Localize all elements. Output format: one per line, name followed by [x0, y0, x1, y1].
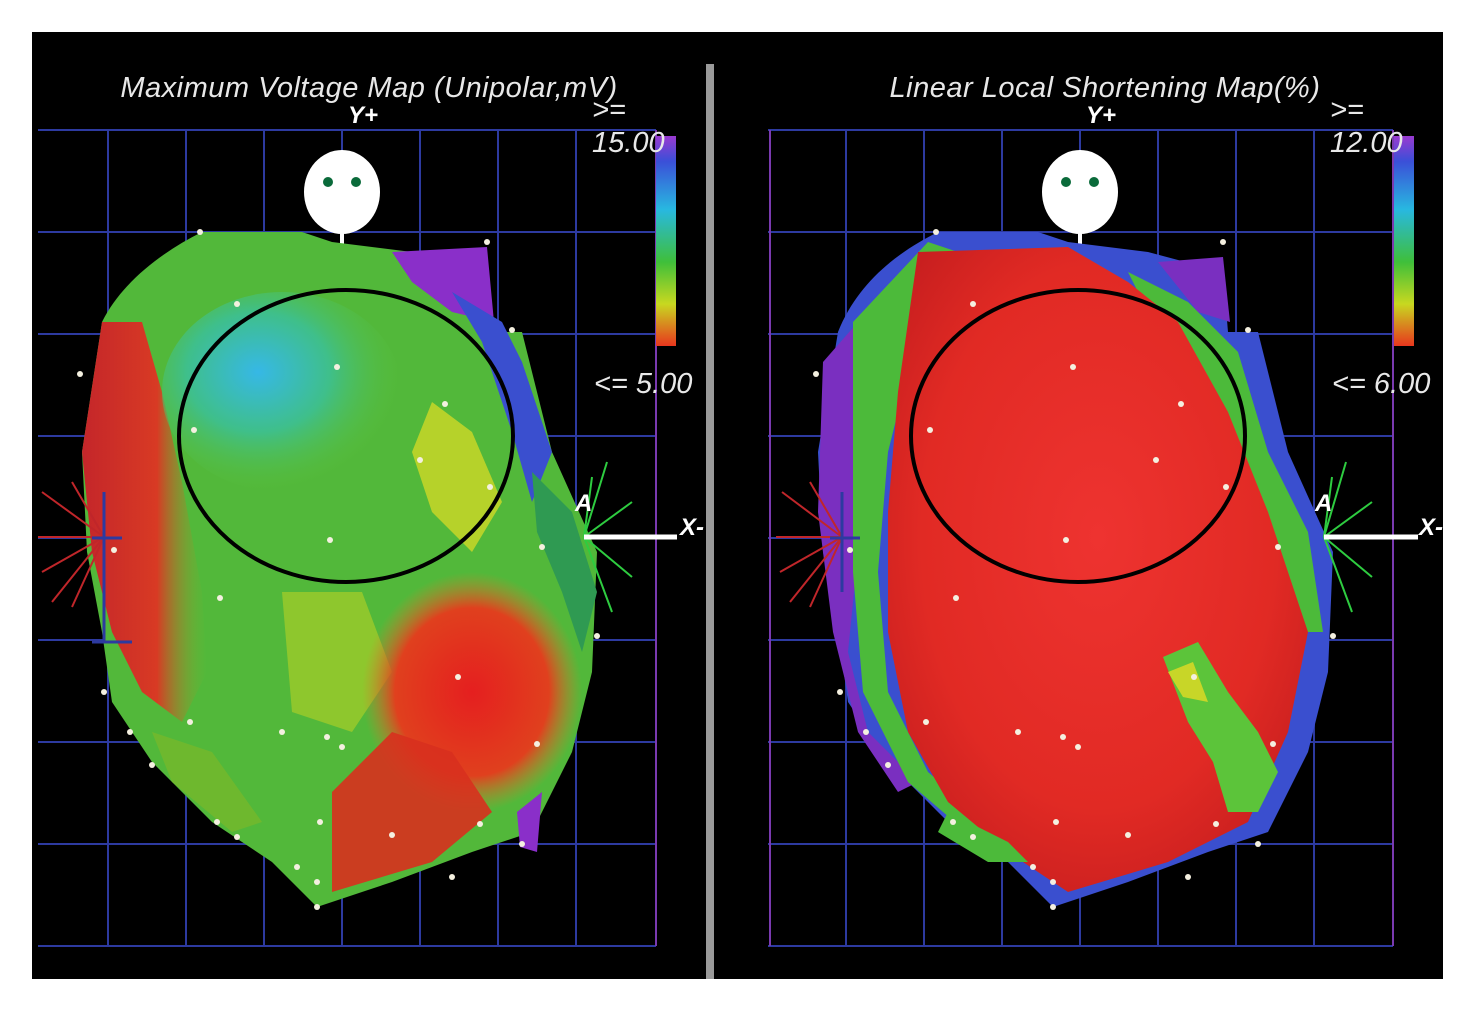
heart-surface	[818, 232, 1333, 907]
y-axis-label: Y+	[1086, 102, 1117, 129]
anterior-label: A	[575, 490, 593, 517]
catheter-axis-left	[830, 492, 860, 592]
shortening-map-panel: Linear Local Shortening Map(%) >= 12.00 …	[768, 32, 1443, 979]
anterior-label: A	[1315, 490, 1333, 517]
scale-max-label: >= 15.00	[592, 94, 665, 159]
voltage-map-panel: Maximum Voltage Map (Unipolar,mV) >= 15.…	[32, 32, 706, 979]
scale-min-label: <= 6.00	[1332, 368, 1431, 400]
head-orientation-icon	[304, 150, 380, 272]
shortening-map-graphic	[768, 129, 1418, 947]
scale-max-label: >= 12.00	[1330, 94, 1403, 159]
anterior-marker	[583, 461, 633, 613]
x-axis-label: X-	[680, 514, 704, 541]
sample-points	[77, 229, 600, 910]
scale-min-label: <= 5.00	[594, 368, 693, 400]
anterior-marker	[1323, 461, 1373, 613]
panel-title: Linear Local Shortening Map(%)	[889, 72, 1321, 104]
region-circle	[909, 288, 1247, 584]
region-circle	[177, 288, 515, 584]
color-scale-bar	[656, 136, 676, 346]
panel-title: Maximum Voltage Map (Unipolar,mV)	[120, 72, 618, 104]
sample-points	[813, 229, 1336, 910]
y-axis-label: Y+	[348, 102, 379, 129]
catheter-axis-left	[92, 492, 132, 644]
voltage-map-graphic	[38, 129, 677, 947]
color-scale-bar	[1394, 136, 1414, 346]
panel-divider	[706, 64, 714, 979]
x-axis-label: X-	[1419, 514, 1443, 541]
heart-surface	[82, 232, 597, 907]
